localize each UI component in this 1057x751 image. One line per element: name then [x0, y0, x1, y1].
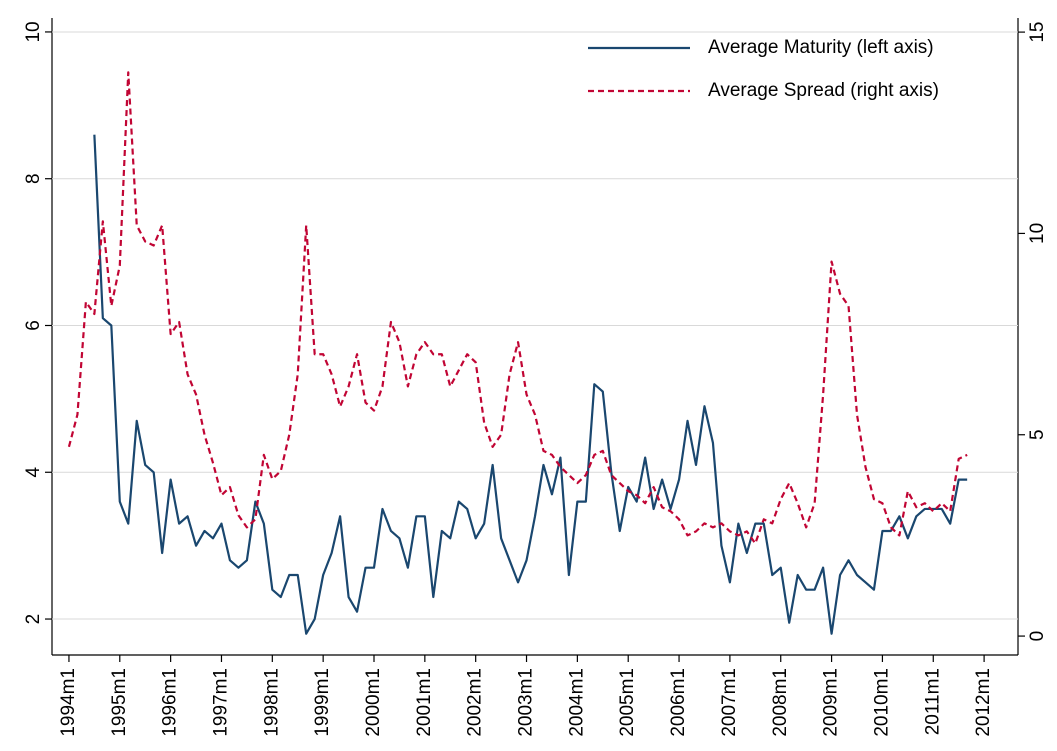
y-tick-label: 2 — [23, 614, 44, 625]
x-tick-label: 2005m1 — [617, 668, 638, 737]
x-tick-label: 1997m1 — [210, 668, 231, 737]
x-tick-label: 2002m1 — [465, 668, 486, 737]
legend-label: Average Maturity (left axis) — [708, 37, 934, 58]
y2-tick-label: 15 — [1027, 22, 1048, 43]
x-tick-label: 2008m1 — [770, 668, 791, 737]
x-tick-label: 1996m1 — [160, 668, 181, 737]
x-tick-label: 2003m1 — [516, 668, 537, 737]
series-line — [93, 134, 968, 635]
x-tick-label: 2011m1 — [922, 668, 943, 735]
legend-label: Average Spread (right axis) — [708, 80, 939, 101]
y-tick-label: 8 — [23, 173, 44, 184]
y2-tick-label: 5 — [1027, 429, 1048, 440]
x-tick-label: 2012m1 — [973, 668, 994, 737]
x-tick-label: 1999m1 — [312, 668, 333, 737]
x-tick-label: 1998m1 — [261, 668, 282, 737]
series-line — [67, 71, 968, 545]
y-tick-label: 10 — [23, 21, 44, 42]
x-tick-label: 2001m1 — [414, 668, 435, 737]
x-tick-label: 2004m1 — [566, 668, 587, 737]
x-tick-label: 2000m1 — [363, 668, 384, 737]
x-tick-label: 1994m1 — [58, 668, 79, 737]
y-tick-label: 4 — [23, 467, 44, 478]
y2-tick-label: 0 — [1027, 631, 1048, 642]
x-tick-label: 1995m1 — [109, 668, 130, 737]
x-tick-label: 2009m1 — [821, 668, 842, 737]
y-tick-label: 6 — [23, 320, 44, 331]
y2-tick-label: 10 — [1027, 223, 1048, 244]
x-tick-label: 2006m1 — [668, 668, 689, 737]
x-tick-label: 2007m1 — [719, 668, 740, 737]
x-tick-label: 2010m1 — [871, 668, 892, 737]
